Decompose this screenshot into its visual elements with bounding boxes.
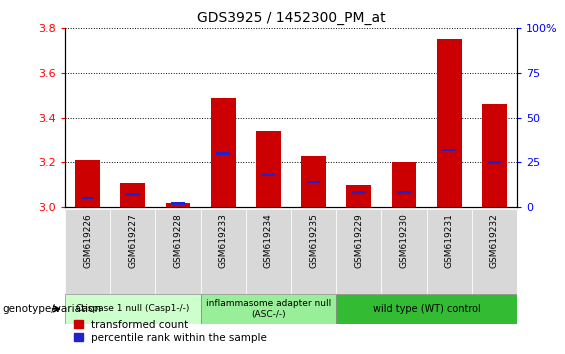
- Bar: [216, 152, 230, 155]
- Bar: [352, 192, 366, 194]
- Bar: [65, 209, 110, 294]
- Bar: [346, 185, 371, 207]
- Text: GSM619229: GSM619229: [354, 213, 363, 268]
- Bar: [211, 98, 236, 207]
- Bar: [262, 173, 275, 176]
- Text: GSM619231: GSM619231: [445, 213, 454, 268]
- Bar: [427, 209, 472, 294]
- Bar: [437, 40, 462, 207]
- Bar: [442, 149, 456, 151]
- Bar: [155, 209, 201, 294]
- Bar: [65, 294, 201, 324]
- Bar: [171, 202, 185, 205]
- Bar: [482, 104, 507, 207]
- Bar: [472, 209, 517, 294]
- Bar: [201, 294, 336, 324]
- Bar: [246, 209, 291, 294]
- Bar: [110, 209, 155, 294]
- Bar: [381, 209, 427, 294]
- Text: inflammasome adapter null
(ASC-/-): inflammasome adapter null (ASC-/-): [206, 299, 331, 319]
- Bar: [397, 192, 411, 194]
- Bar: [166, 202, 190, 207]
- Text: GSM619228: GSM619228: [173, 213, 182, 268]
- Bar: [75, 160, 100, 207]
- Bar: [336, 209, 381, 294]
- Bar: [301, 156, 326, 207]
- Text: GSM619233: GSM619233: [219, 213, 228, 268]
- Text: GSM619227: GSM619227: [128, 213, 137, 268]
- Legend: transformed count, percentile rank within the sample: transformed count, percentile rank withi…: [70, 315, 271, 347]
- Title: GDS3925 / 1452300_PM_at: GDS3925 / 1452300_PM_at: [197, 11, 385, 24]
- Text: GSM619226: GSM619226: [83, 213, 92, 268]
- Text: GSM619230: GSM619230: [399, 213, 408, 268]
- Bar: [336, 294, 517, 324]
- Bar: [392, 162, 416, 207]
- Text: wild type (WT) control: wild type (WT) control: [373, 304, 480, 314]
- Text: GSM619232: GSM619232: [490, 213, 499, 268]
- Bar: [256, 131, 281, 207]
- Bar: [81, 197, 94, 200]
- Bar: [488, 161, 501, 164]
- Text: Caspase 1 null (Casp1-/-): Caspase 1 null (Casp1-/-): [76, 304, 189, 313]
- Bar: [201, 209, 246, 294]
- Bar: [126, 193, 140, 196]
- Bar: [291, 209, 336, 294]
- Text: GSM619235: GSM619235: [309, 213, 318, 268]
- Text: genotype/variation: genotype/variation: [3, 304, 102, 314]
- Text: GSM619234: GSM619234: [264, 213, 273, 268]
- Bar: [307, 181, 320, 183]
- Bar: [120, 183, 145, 207]
